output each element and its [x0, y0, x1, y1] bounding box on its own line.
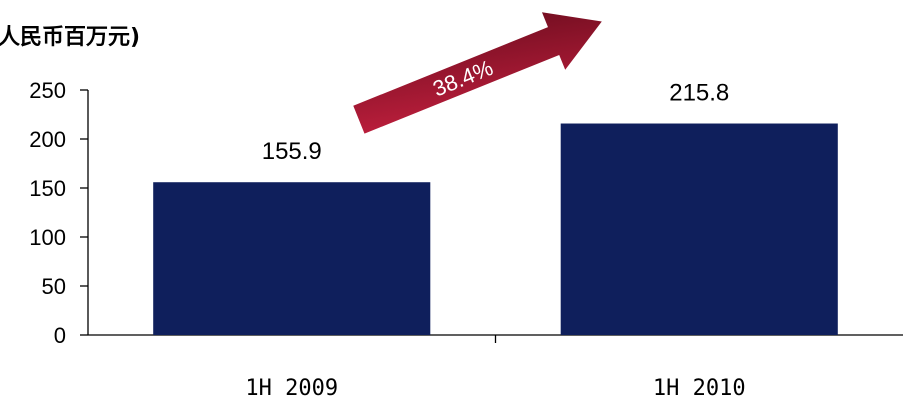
x-axis: 1H 2009 1H 2010: [88, 334, 903, 401]
y-tick-label: 250: [29, 78, 66, 103]
bar: [560, 123, 838, 336]
bars: [153, 123, 838, 336]
y-tick-label: 100: [29, 225, 66, 250]
y-axis: 0 50 100 150 200 250: [29, 78, 89, 348]
y-tick-label: 50: [42, 274, 66, 299]
y-tick-label: 200: [29, 127, 66, 152]
y-tick-label: 0: [54, 323, 66, 348]
x-tick-label: 1H 2009: [245, 376, 338, 401]
data-label: 155.9: [262, 138, 322, 165]
bar: [153, 182, 431, 335]
data-labels: 155.9 215.8: [262, 80, 730, 166]
unit-label: 人民币百万元): [0, 25, 140, 50]
x-tick-label: 1H 2010: [653, 376, 746, 401]
y-tick-label: 150: [29, 176, 66, 201]
data-label: 215.8: [669, 80, 729, 107]
arrow-shape: [353, 12, 602, 134]
